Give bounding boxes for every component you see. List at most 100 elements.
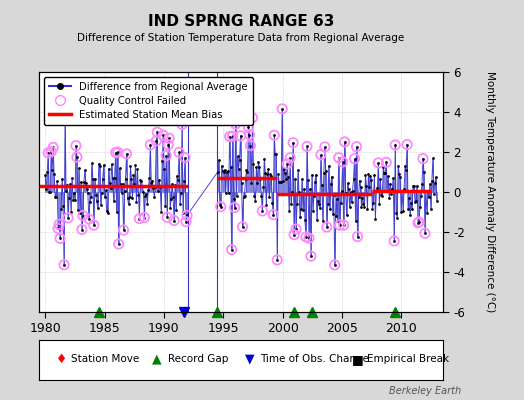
Point — [131, 162, 139, 168]
Point — [78, 226, 86, 233]
Point — [351, 156, 359, 162]
Point — [127, 176, 136, 182]
Point — [355, 178, 364, 184]
Point — [118, 181, 127, 188]
Point — [76, 210, 84, 216]
Point — [155, 176, 163, 183]
Point — [332, 213, 340, 219]
Point — [252, 164, 260, 170]
Point — [56, 235, 64, 242]
Point — [413, 183, 421, 189]
Point — [60, 262, 68, 268]
Point — [242, 176, 250, 182]
Point — [102, 187, 110, 194]
Point — [278, 106, 287, 112]
Point — [431, 180, 439, 186]
Point — [164, 142, 172, 148]
Point — [343, 180, 352, 187]
Point — [400, 186, 408, 192]
Point — [261, 170, 269, 176]
Point — [61, 110, 69, 116]
Point — [289, 140, 297, 146]
Point — [214, 169, 222, 175]
Point — [81, 167, 89, 173]
Point — [362, 182, 370, 189]
Point — [214, 157, 223, 164]
Point — [180, 178, 188, 184]
Point — [292, 226, 300, 232]
Point — [324, 201, 332, 208]
Text: Difference of Station Temperature Data from Regional Average: Difference of Station Temperature Data f… — [78, 33, 405, 43]
Point — [340, 222, 348, 228]
Point — [344, 186, 353, 192]
Point — [300, 186, 308, 192]
Point — [151, 184, 159, 190]
Point — [64, 214, 72, 221]
Point — [358, 195, 367, 201]
Point — [115, 165, 124, 172]
Point — [67, 208, 75, 215]
Point — [379, 164, 388, 170]
Point — [147, 179, 156, 186]
Point — [273, 257, 281, 263]
Point — [329, 211, 337, 217]
Point — [331, 262, 339, 268]
Point — [175, 149, 183, 156]
Point — [390, 238, 398, 244]
Point — [262, 202, 270, 208]
Point — [271, 150, 279, 157]
Point — [168, 181, 177, 188]
Point — [97, 190, 106, 196]
Point — [144, 187, 152, 193]
Point — [397, 209, 406, 215]
Point — [116, 181, 125, 188]
Point — [278, 106, 287, 112]
Point — [352, 144, 361, 150]
Point — [305, 186, 314, 193]
Point — [334, 154, 343, 161]
Point — [382, 159, 390, 166]
Point — [183, 212, 191, 218]
Point — [295, 189, 303, 195]
Point — [143, 201, 151, 207]
Point — [241, 192, 249, 199]
Point — [122, 151, 130, 157]
Point — [56, 235, 64, 242]
Point — [308, 172, 316, 178]
Point — [304, 176, 312, 183]
Point — [421, 230, 429, 236]
Point — [249, 161, 258, 167]
Point — [381, 170, 389, 176]
Point — [133, 165, 141, 172]
Point — [419, 155, 427, 162]
Point — [307, 253, 315, 259]
Point — [146, 142, 155, 148]
Point — [85, 199, 94, 206]
Point — [272, 151, 280, 158]
Point — [259, 184, 268, 191]
Point — [414, 220, 422, 226]
Point — [149, 185, 158, 191]
Text: ♦: ♦ — [56, 353, 67, 366]
Point — [236, 133, 245, 139]
Point — [289, 140, 297, 146]
Point — [421, 230, 429, 236]
Point — [47, 148, 56, 155]
Point — [273, 257, 281, 263]
Point — [403, 141, 411, 148]
Point — [373, 185, 381, 192]
Point — [232, 121, 240, 127]
Point — [90, 222, 98, 228]
Point — [384, 173, 392, 179]
Point — [311, 179, 319, 186]
Point — [386, 181, 395, 187]
Point — [391, 142, 399, 148]
Point — [72, 142, 80, 149]
Point — [228, 133, 237, 139]
Point — [258, 208, 267, 214]
Point — [176, 200, 184, 207]
Point — [245, 131, 254, 138]
Point — [424, 188, 432, 195]
Text: Empirical Break: Empirical Break — [367, 354, 450, 364]
Point — [254, 159, 263, 165]
